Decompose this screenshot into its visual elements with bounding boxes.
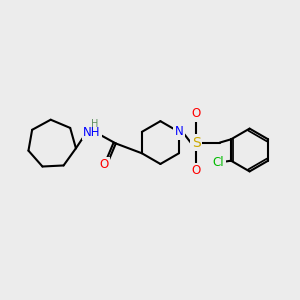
Text: S: S — [192, 136, 200, 150]
Text: N: N — [175, 125, 183, 138]
Text: Cl: Cl — [213, 156, 224, 169]
Text: O: O — [191, 107, 201, 120]
Text: H: H — [91, 119, 99, 129]
Text: O: O — [100, 158, 109, 171]
Text: NH: NH — [83, 126, 101, 139]
Text: O: O — [191, 164, 201, 177]
